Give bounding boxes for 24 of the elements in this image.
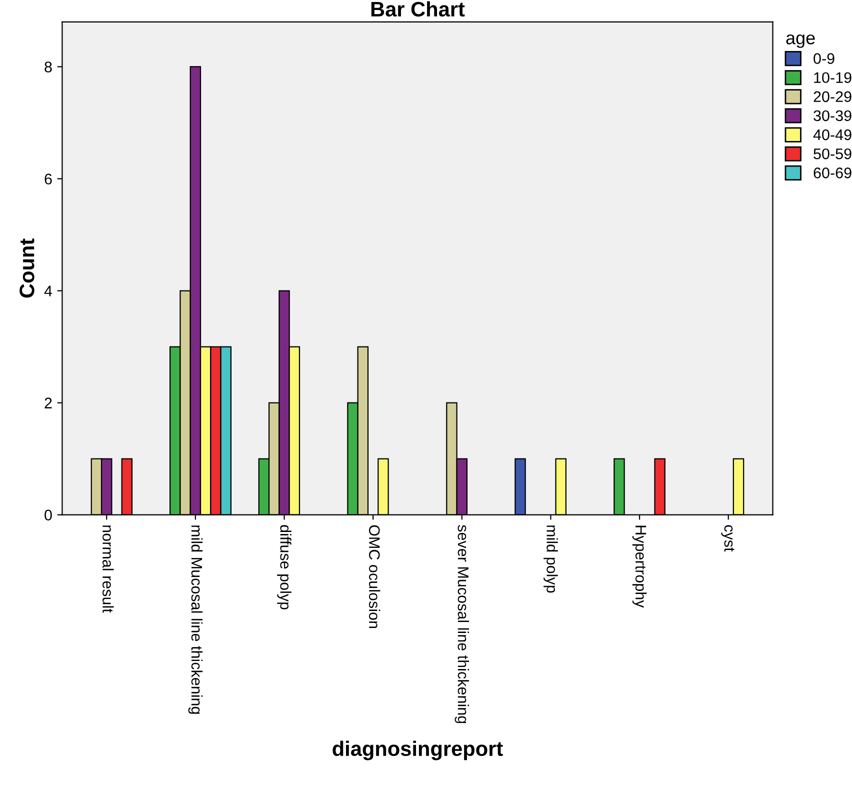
y-tick-label: 4 bbox=[44, 286, 52, 296]
x-tick-label: sever Mucosal line thickening bbox=[454, 524, 470, 724]
x-tick-label: diffuse polyp bbox=[277, 525, 292, 610]
x-tick-label: OMC oculosion bbox=[368, 525, 380, 628]
y-tick-label: 0 bbox=[44, 510, 52, 520]
legend-label: 0-9 bbox=[814, 53, 834, 64]
legend-label: 40-49 bbox=[813, 129, 852, 140]
y-tick-label: 8 bbox=[44, 62, 52, 72]
y-tick-label: 2 bbox=[44, 398, 52, 408]
legend-label: 50-59 bbox=[814, 148, 852, 160]
legend-label: 30-39 bbox=[814, 110, 852, 122]
legend-label: 60-69 bbox=[814, 167, 852, 178]
x-tick-label: cyst bbox=[721, 525, 734, 552]
x-axis-title: diagnosingreport bbox=[332, 740, 503, 760]
chart-title: Bar Chart bbox=[371, 1, 465, 17]
legend-label: 10-19 bbox=[814, 72, 852, 84]
x-tick-label: Hypertrophy bbox=[632, 526, 647, 608]
x-tick-label: mild polyp bbox=[544, 526, 558, 593]
x-tick-label: mild Mucosal line thickening bbox=[188, 526, 203, 714]
y-tick-label: 6 bbox=[44, 174, 52, 184]
legend-title: age bbox=[786, 34, 815, 48]
legend-label: 20-29 bbox=[814, 91, 852, 102]
y-axis-title: Count bbox=[20, 238, 34, 298]
x-tick-label: normal result bbox=[102, 526, 114, 613]
